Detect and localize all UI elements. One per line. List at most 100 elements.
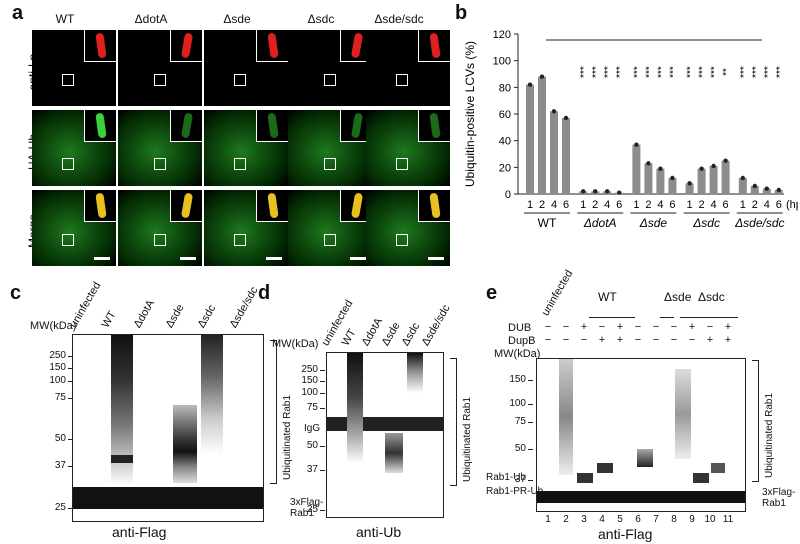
- mw-d-tick: [320, 446, 325, 447]
- bracket-c: [270, 340, 277, 484]
- y-axis-label: Ubiquitin-positive LCVs (%): [463, 41, 477, 187]
- dub-sign-4: −: [598, 321, 606, 333]
- tick-label: 1: [527, 199, 533, 211]
- inset-r0-c4: [418, 30, 450, 62]
- mw-d-label: 100: [301, 387, 318, 398]
- lane-number-10: 10: [704, 514, 716, 525]
- micrograph-r0-c2: [204, 30, 288, 106]
- dub-sign-9: +: [688, 321, 696, 333]
- lane-label-d-4: Δsdc: [399, 320, 423, 348]
- y-tick-label: 0: [505, 189, 511, 201]
- dupb-label-e: DupB: [508, 335, 536, 347]
- bar-2-2: [656, 168, 665, 194]
- bacterium-r0-c2: [267, 32, 279, 59]
- bar-3-0: [685, 183, 694, 194]
- data-point-0-0: [527, 82, 533, 87]
- significance-mark: ***: [668, 66, 679, 78]
- tick-label: 6: [616, 199, 622, 211]
- tick-label: 4: [657, 199, 663, 211]
- data-point-4-1: [752, 183, 757, 189]
- rab1-pr-ub-band-3: [577, 473, 593, 483]
- significance-mark: ***: [656, 66, 667, 78]
- mw-e-tick: [528, 422, 533, 423]
- lane-label-c-2: ΔdotA: [131, 298, 157, 330]
- mw-d-tick: [320, 510, 325, 511]
- bar-0-1: [538, 76, 546, 194]
- sdc-underline-e: [680, 317, 738, 318]
- panel-label-d: d: [258, 282, 271, 304]
- tick-label: 4: [551, 199, 557, 211]
- mw-c-tick: [68, 439, 73, 440]
- bar-2-0: [632, 144, 641, 194]
- data-point-0-1: [539, 74, 545, 79]
- mw-c-tick: [68, 368, 73, 369]
- mw-c-label: 150: [49, 362, 66, 373]
- bracket-e: [752, 360, 759, 482]
- mw-d-tick: [320, 408, 325, 409]
- bacterium-r2-c0: [95, 192, 107, 219]
- micrograph-r1-c4: [366, 110, 450, 186]
- bar-3-2: [709, 166, 718, 194]
- roi-box-r1-c4: [396, 158, 408, 170]
- tick-label: 6: [723, 199, 729, 211]
- lane-label-c-0: uninfected: [67, 280, 104, 330]
- rab1-band-c: [73, 487, 263, 509]
- col-label-sdc: Δsdc: [307, 12, 335, 26]
- significance-mark: ***: [603, 66, 614, 78]
- micrograph-r2-c2: [204, 190, 288, 266]
- wt-smear-c: [111, 335, 133, 485]
- micrograph-r2-c0: [32, 190, 116, 266]
- dub-sign-5: +: [616, 321, 624, 333]
- bacterium-r1-c1: [180, 112, 194, 139]
- data-point-2-2: [658, 166, 663, 171]
- y-tick-label: 60: [499, 109, 511, 121]
- data-point-0-2: [551, 109, 557, 114]
- roi-box-r2-c3: [324, 234, 336, 246]
- western-blot-d: [326, 352, 444, 518]
- data-point-1-1: [593, 189, 598, 194]
- bacterium-r2-c4: [429, 192, 441, 219]
- dupb-sign-2: −: [562, 334, 570, 346]
- significance-mark: ***: [579, 66, 590, 78]
- roi-box-r1-c0: [62, 158, 74, 170]
- mw-e-label: 75: [514, 416, 526, 427]
- inset-r0-c0: [84, 30, 116, 62]
- significance-mark: ***: [632, 66, 643, 78]
- roi-box-r0-c0: [62, 74, 74, 86]
- lane-number-7: 7: [653, 514, 659, 525]
- dupb-sign-7: −: [652, 334, 660, 346]
- inset-r2-c2: [256, 190, 288, 222]
- y-tick-label: 120: [493, 29, 511, 41]
- lane-number-9: 9: [689, 514, 695, 525]
- dub-sign-7: −: [652, 321, 660, 333]
- micrograph-r2-c3: [288, 190, 372, 266]
- micrograph-r1-c3: [288, 110, 372, 186]
- roi-box-r2-c1: [154, 234, 166, 246]
- tick-label: 1: [633, 199, 639, 211]
- roi-box-r0-c2: [234, 74, 246, 86]
- sde-underline-e: [660, 317, 674, 318]
- roi-box-r1-c2: [234, 158, 246, 170]
- mw-c-tick: [68, 508, 73, 509]
- dupb-sign-9: −: [688, 334, 696, 346]
- panel-label-a: a: [12, 2, 24, 24]
- lane-label-c-4: Δsdc: [195, 302, 219, 330]
- mw-e-tick: [528, 480, 533, 481]
- sde-band-e: [637, 449, 653, 467]
- wt-smear-d: [347, 353, 363, 463]
- bar-4-1: [750, 186, 759, 194]
- group-label: Δsdc: [692, 216, 720, 230]
- wt-smear-e: [559, 359, 573, 475]
- rab1-band-e: [537, 491, 745, 503]
- lane-number-8: 8: [671, 514, 677, 525]
- sdc-smear-c: [201, 335, 223, 455]
- inset-r1-c4: [418, 110, 450, 142]
- mw-c-label: 37: [54, 460, 66, 471]
- lane-number-1: 1: [545, 514, 551, 525]
- micrograph-r1-c0: [32, 110, 116, 186]
- mw-title-c: MW(kDa): [30, 320, 77, 332]
- group-label: ΔdotA: [583, 216, 617, 230]
- wt-band-c: [111, 455, 133, 463]
- mw-d-tick: [320, 393, 325, 394]
- mw-e-label: 150: [509, 374, 526, 385]
